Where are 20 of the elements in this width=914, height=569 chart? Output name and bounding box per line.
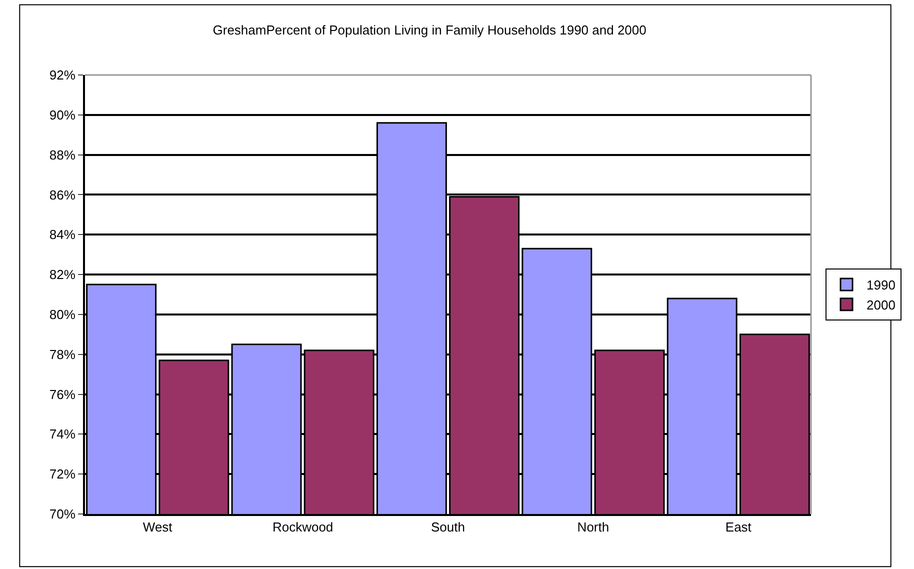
y-tick-label: 88%: [49, 147, 76, 162]
y-tick-label: 86%: [49, 187, 76, 202]
legend-label: 1990: [866, 278, 896, 293]
y-tick-label: 92%: [49, 68, 76, 83]
y-tick-label: 74%: [49, 426, 76, 442]
y-tick-label: 80%: [49, 307, 76, 322]
y-tick-label: 84%: [49, 227, 76, 242]
x-tick-label: West: [142, 520, 173, 535]
x-tick-label: South: [431, 520, 465, 535]
legend-label: 2000: [866, 297, 896, 312]
chart-title: GreshamPercent of Population Living in Family Households 1990 and 2000: [212, 22, 646, 38]
y-tick-label: 78%: [49, 346, 76, 362]
x-tick-label: North: [577, 520, 610, 535]
y-tick-label: 90%: [49, 107, 76, 122]
y-tick-label: 76%: [49, 386, 76, 402]
y-tick-label: 70%: [49, 506, 76, 522]
y-tick-label: 82%: [49, 267, 76, 282]
y-tick-label: 72%: [49, 466, 76, 482]
x-tick-label: Rockwood: [272, 520, 334, 535]
x-tick-label: East: [725, 520, 752, 535]
